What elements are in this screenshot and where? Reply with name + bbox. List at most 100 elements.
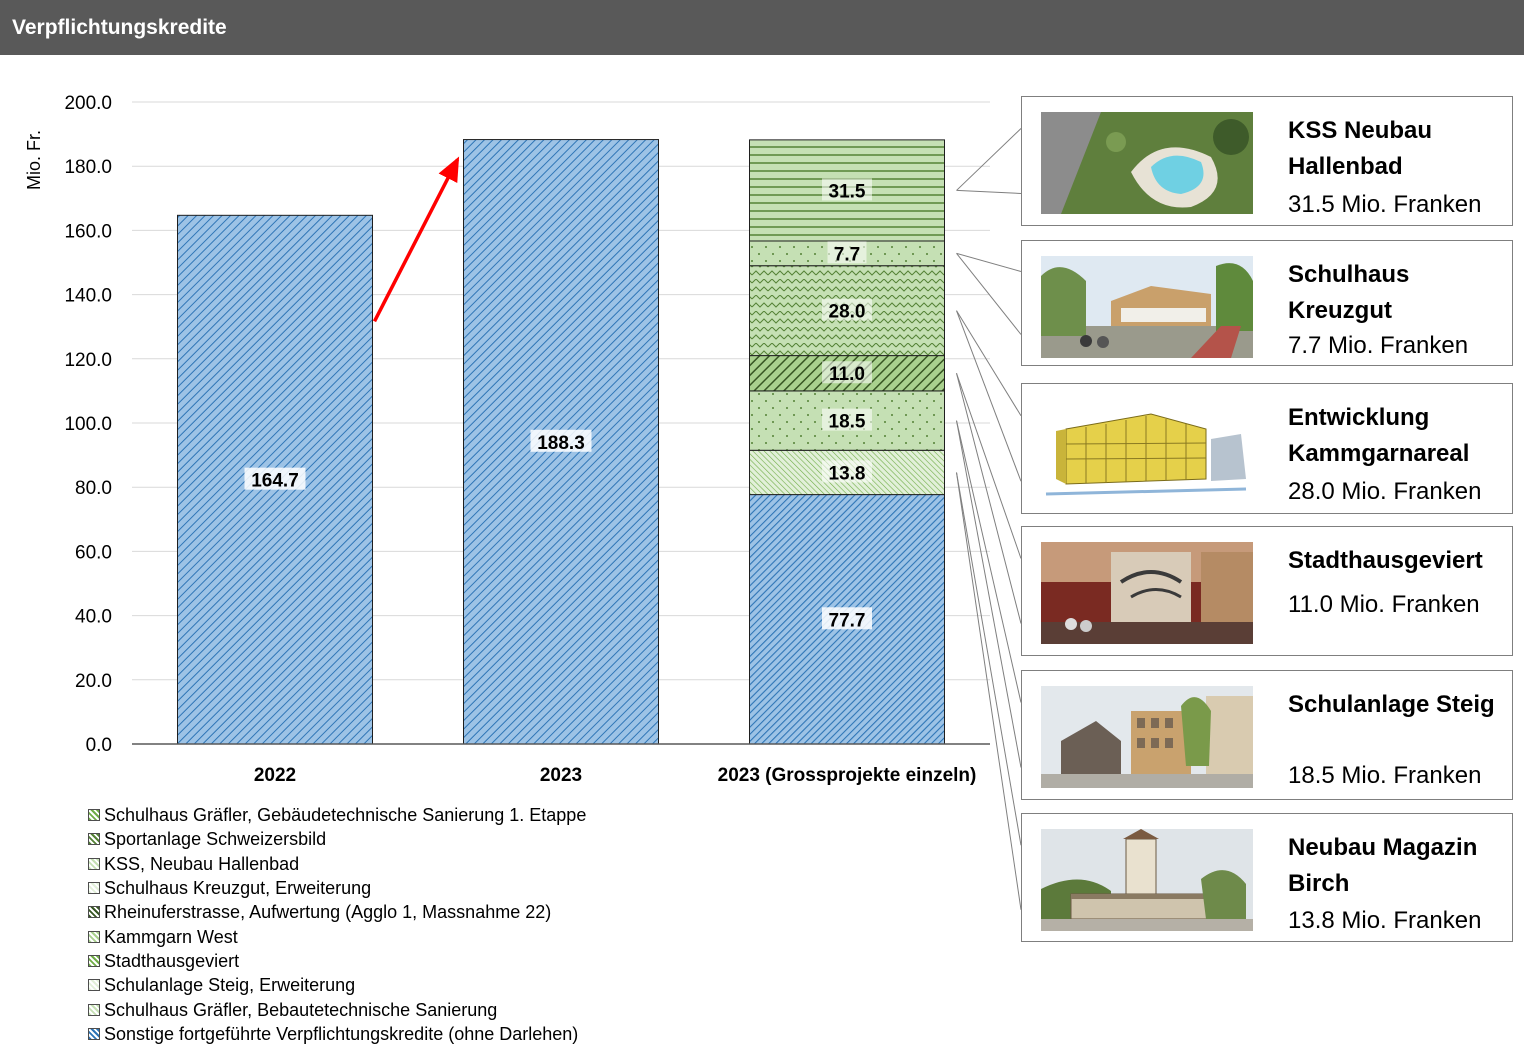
legend-swatch: [88, 906, 100, 919]
callout-amount: 18.5 Mio. Franken: [1288, 762, 1482, 789]
callout-amount: 31.5 Mio. Franken: [1288, 191, 1482, 218]
legend-swatch: [88, 857, 100, 870]
legend-swatch: [88, 882, 100, 895]
y-tick-label: 60.0: [75, 542, 112, 563]
legend-item: Stadthausgeviert: [88, 949, 788, 973]
legend-label: Schulanlage Steig, Erweiterung: [104, 975, 356, 996]
leader-line: [956, 310, 1022, 417]
legend: Schulhaus Gräfler, Gebäudetechnische San…: [88, 803, 788, 1046]
callout-title: Neubau Magazin Birch: [1288, 834, 1478, 897]
legend-swatch: [88, 930, 100, 943]
y-tick-label: 0.0: [86, 735, 112, 756]
legend-label: Schulhaus Kreuzgut, Erweiterung: [104, 878, 372, 899]
callout-panel: Stadthausgeviert 11.0 Mio. Franken: [1021, 526, 1513, 656]
data-labels: 164.7 188.3 77.7 13.8 18.5 11.0 28.0 7.7 31.5: [244, 178, 872, 631]
leader-line: [956, 310, 1022, 482]
legend-label: Sonstige fortgeführte Verpflichtungskred…: [104, 1023, 579, 1044]
leader-line: [956, 373, 1022, 559]
legend-swatch: [88, 979, 100, 992]
leader-line: [956, 373, 1022, 624]
callout-title: KSS Neubau Hallenbad: [1288, 117, 1433, 180]
legend-label: Kammgarn West: [104, 926, 238, 947]
callout-title: Schulhaus Kreuzgut: [1288, 261, 1410, 324]
bars: [177, 139, 945, 745]
legend-item: Schulanlage Steig, Erweiterung: [88, 973, 788, 997]
x-tick-label: 2023 (Grossprojekte einzeln): [718, 765, 977, 786]
project-image: [1041, 399, 1253, 501]
y-axis-title: Mio. Fr.: [24, 130, 44, 190]
leader-line: [956, 252, 1022, 272]
data-label-bg: [822, 361, 872, 384]
data-label: 7.7: [834, 244, 860, 265]
project-image: [1041, 686, 1253, 788]
data-label-bg: [530, 429, 592, 452]
data-label-bg: [822, 178, 872, 201]
y-tick-label: 20.0: [75, 671, 112, 692]
data-label-bg: [822, 408, 872, 431]
leader-line: [956, 420, 1022, 703]
project-image: [1041, 256, 1253, 358]
data-label: 11.0: [829, 364, 865, 385]
callout-title: Schulanlage Steig: [1288, 691, 1495, 718]
legend-label: Schulhaus Gräfler, Bebautetechnische San…: [104, 999, 498, 1020]
header-bar: Verpflichtungskredite: [0, 0, 1524, 55]
data-label-bg: [822, 607, 872, 630]
data-label-bg: [827, 241, 867, 264]
project-image: [1041, 542, 1253, 644]
legend-item: Schulhaus Gräfler, Gebäudetechnische San…: [88, 803, 788, 827]
legend-label: Stadthausgeviert: [104, 950, 240, 971]
legend-swatch: [88, 1003, 100, 1016]
legend-item: Schulhaus Kreuzgut, Erweiterung: [88, 876, 788, 900]
leader-line: [956, 472, 1022, 846]
legend-item: Sonstige fortgeführte Verpflichtungskred…: [88, 1022, 788, 1046]
legend-label: Schulhaus Gräfler, Gebäudetechnische San…: [104, 805, 587, 826]
legend-swatch: [88, 809, 100, 822]
legend-swatch: [88, 833, 100, 846]
callout-amount: 7.7 Mio. Franken: [1288, 332, 1469, 359]
leader-line: [956, 253, 1022, 335]
x-tick-label: 2022: [254, 765, 296, 786]
data-label: 77.7: [829, 610, 866, 631]
data-label-bg: [822, 460, 872, 483]
data-label-bg: [244, 467, 306, 490]
callout-panel: Schulhaus Kreuzgut 7.7 Mio. Franken: [1021, 240, 1513, 366]
legend-label: KSS, Neubau Hallenbad: [104, 853, 300, 874]
legend-item: Rheinuferstrasse, Aufwertung (Agglo 1, M…: [88, 900, 788, 924]
data-label-bg: [822, 298, 872, 321]
data-label: 28.0: [829, 302, 866, 323]
data-label: 31.5: [829, 181, 866, 202]
y-tick-label: 100.0: [64, 414, 112, 435]
callout-amount: 28.0 Mio. Franken: [1288, 478, 1482, 505]
trend-arrow: [372, 156, 460, 323]
data-label: 18.5: [829, 412, 866, 433]
y-tick-label: 180.0: [64, 157, 112, 178]
project-image: [1041, 829, 1253, 931]
callout-leader-lines: [956, 128, 1022, 910]
callout-panel: Neubau Magazin Birch 13.8 Mio. Franken: [1021, 813, 1513, 942]
callout-title: Entwicklung Kammgarnareal: [1288, 404, 1470, 467]
axes: 0.0 20.0 40.0 60.0 80.0 100.0 120.0 140.0 160.0 1…: [24, 93, 990, 786]
stacked-bar-chart: 164.7 188.3 77.7 13.8 18.5 11.0 28.0 7.7 31.5 0.…: [24, 93, 1022, 910]
page-title: Verpflichtungskredite: [12, 16, 227, 39]
data-label: 13.8: [829, 463, 866, 484]
y-tick-label: 140.0: [64, 286, 112, 307]
callout-panel: Schulanlage Steig 18.5 Mio. Franken: [1021, 670, 1513, 800]
legend-label: Sportanlage Schweizersbild: [104, 829, 327, 850]
legend-swatch: [88, 1027, 100, 1040]
legend-item: Schulhaus Gräfler, Bebautetechnische San…: [88, 997, 788, 1021]
callout-panel: Entwicklung Kammgarnareal 28.0 Mio. Frank…: [1021, 383, 1513, 514]
data-label: 164.7: [251, 471, 299, 492]
leader-line: [956, 420, 1022, 768]
leader-line: [956, 189, 1022, 194]
y-tick-label: 120.0: [64, 350, 112, 371]
y-tick-label: 200.0: [64, 93, 112, 114]
project-image: [1041, 112, 1253, 214]
leader-line: [956, 128, 1022, 191]
y-tick-label: 40.0: [75, 607, 112, 628]
x-tick-label: 2023: [540, 765, 582, 786]
legend-item: Kammgarn West: [88, 924, 788, 948]
data-label: 188.3: [537, 433, 585, 454]
callout-title: Stadthausgeviert: [1288, 547, 1483, 574]
callout-amount: 11.0 Mio. Franken: [1288, 591, 1480, 618]
callout-panel: KSS Neubau Hallenbad 31.5 Mio. Franken: [1021, 96, 1513, 226]
